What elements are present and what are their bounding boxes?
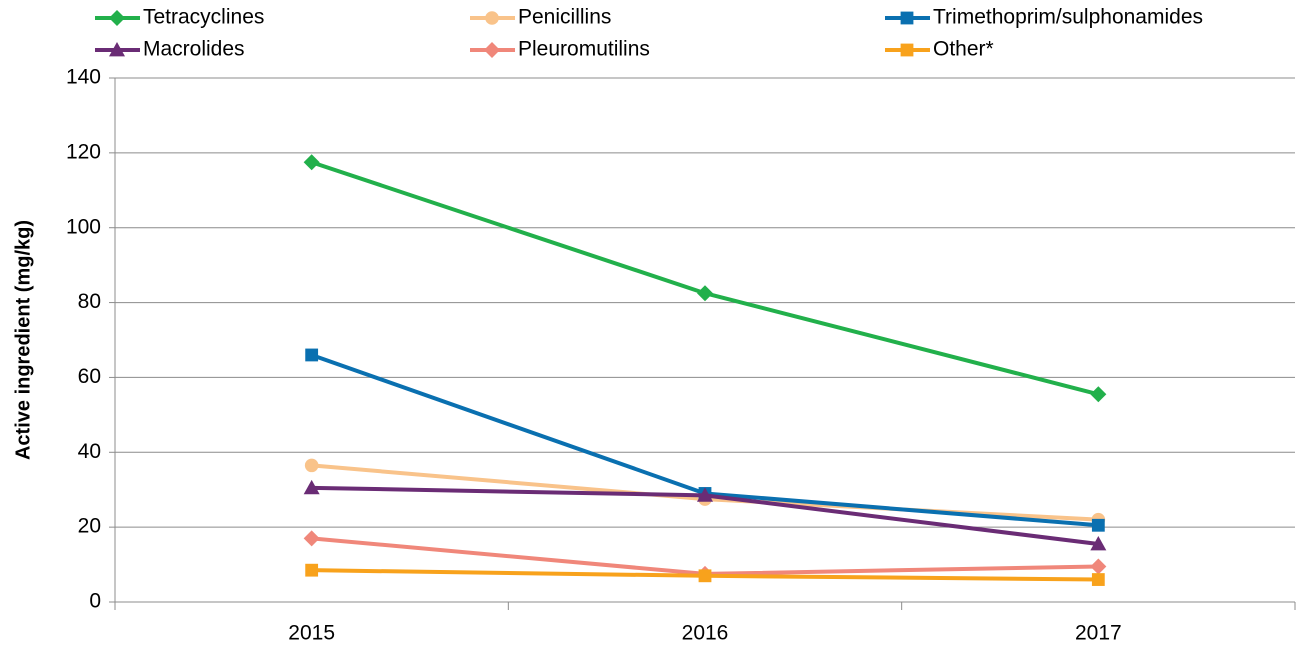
marker (697, 487, 713, 502)
marker (1091, 518, 1105, 532)
y-tick-label: 120 (66, 140, 101, 163)
y-tick-label: 60 (78, 365, 101, 388)
y-tick-label: 20 (78, 515, 101, 538)
marker (1090, 386, 1107, 403)
marker (698, 569, 712, 583)
y-tick-label: 80 (78, 290, 101, 313)
x-tick-label: 2017 (1075, 622, 1122, 645)
marker (484, 42, 500, 58)
legend-label: Trimethoprim/sulphonamides (933, 6, 1203, 29)
y-tick-label: 0 (89, 590, 101, 613)
marker (303, 530, 320, 547)
y-tick-label: 140 (66, 66, 101, 89)
legend-label: Macrolides (143, 38, 245, 61)
marker (109, 10, 125, 26)
marker (900, 11, 914, 25)
marker (1090, 558, 1107, 575)
series-line (311, 160, 1099, 397)
legend-label: Penicillins (518, 6, 611, 29)
y-tick-label: 100 (66, 215, 101, 238)
marker (900, 43, 914, 57)
legend-label: Other* (933, 38, 994, 61)
legend-label: Tetracyclines (143, 6, 264, 29)
legend-label: Pleuromutilins (518, 38, 650, 61)
marker (1090, 535, 1107, 551)
marker (305, 348, 319, 362)
marker (1091, 573, 1105, 586)
marker (305, 563, 319, 577)
x-tick-label: 2016 (682, 622, 729, 645)
marker (485, 11, 499, 25)
x-tick-label: 2015 (288, 622, 335, 645)
marker (109, 42, 125, 57)
marker (304, 458, 319, 473)
y-axis-label: Active ingredient (mg/kg) (12, 220, 34, 460)
marker (697, 285, 713, 302)
marker (303, 154, 320, 171)
marker (303, 479, 320, 495)
y-tick-label: 40 (78, 440, 101, 463)
